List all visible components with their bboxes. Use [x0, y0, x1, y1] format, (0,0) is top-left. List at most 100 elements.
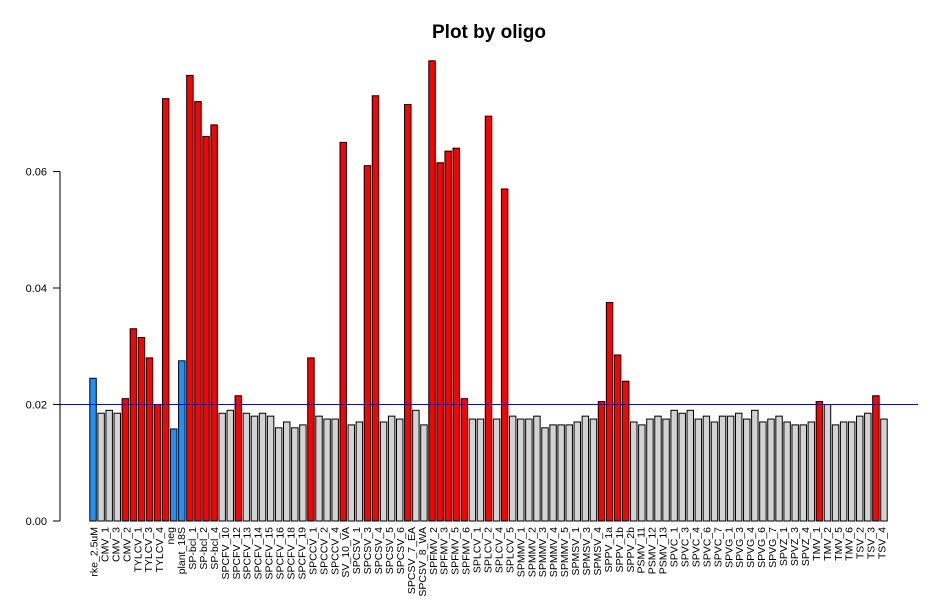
bar [517, 418, 525, 522]
bar [500, 188, 509, 522]
bar-series [89, 60, 888, 522]
category-label: CMV_1 [99, 527, 111, 562]
bar [775, 415, 783, 522]
bar [549, 424, 557, 522]
category-label: SPLCV_2 [483, 527, 495, 573]
bar [266, 415, 275, 522]
y-tick-label: 0.06 [26, 167, 47, 179]
category-label: SPMMV_4 [548, 527, 560, 577]
bar [355, 421, 364, 522]
bar [153, 404, 162, 522]
bar [97, 412, 105, 522]
bar [670, 409, 678, 522]
bar [589, 418, 598, 522]
category-label: SPPV_1b [614, 527, 626, 573]
bar [379, 421, 388, 522]
bar [646, 418, 654, 522]
bar [226, 409, 234, 522]
category-label: SPCFV_14 [253, 527, 265, 580]
category-label: SPVG_6 [756, 527, 768, 568]
category-label: SP-bcl_2 [198, 527, 210, 570]
bar [702, 415, 711, 522]
category-label: PSMV_12 [647, 527, 659, 574]
category-label: SPCFV_18 [285, 527, 297, 580]
category-label: SPCSV_3 [362, 527, 374, 574]
category-label: SPVC_4 [690, 527, 702, 567]
category-label: SPPV_2b [625, 527, 637, 573]
category-label: SPLCV_1 [472, 527, 484, 573]
bar [452, 147, 460, 522]
bar [194, 101, 202, 522]
bar [686, 409, 694, 522]
bar [468, 418, 477, 522]
bar [799, 424, 807, 522]
category-label: SPCFV_15 [264, 527, 276, 580]
bar [565, 424, 573, 522]
bar [145, 357, 154, 522]
bar [186, 74, 194, 522]
y-axis: 0.00 0.02 0.04 0.06 [26, 167, 61, 528]
category-label: SP-bcl_4 [209, 527, 221, 570]
bar [339, 141, 347, 522]
category-label: SPVG_3 [734, 527, 746, 568]
bar [751, 409, 759, 522]
bar [880, 418, 888, 522]
category-label: TYLCV_1 [132, 527, 144, 573]
bar [743, 418, 751, 522]
bar [105, 409, 113, 522]
bar [331, 418, 339, 522]
bar [161, 98, 170, 522]
category-label: SPMMV_2 [526, 527, 538, 577]
bar [484, 115, 493, 522]
category-label: plant_18S [176, 527, 188, 574]
bar [371, 95, 380, 522]
bar [581, 415, 590, 522]
category-label: SPMSV_1 [570, 527, 582, 576]
bar [597, 401, 606, 522]
bar [525, 418, 533, 522]
chart-title: Plot by oligo [432, 22, 546, 43]
category-label: SPCFV_19 [296, 527, 308, 580]
bar [420, 424, 428, 522]
y-tick-label: 0.04 [26, 283, 47, 295]
category-label: TSV_4 [877, 527, 889, 559]
category-label: SPVG_4 [745, 527, 757, 568]
category-label: SV_10_VA [340, 527, 352, 578]
bar [492, 418, 501, 522]
bar [638, 424, 646, 522]
category-label: SPCFV_16 [275, 527, 287, 580]
bar [113, 412, 121, 522]
bar [856, 415, 864, 522]
bar [428, 60, 436, 522]
category-label: SPMMV_3 [537, 527, 549, 577]
category-label: TMV_1 [811, 527, 823, 561]
bar [299, 424, 307, 522]
bar [710, 421, 719, 522]
bar [847, 421, 856, 522]
category-label: PSMV_11 [636, 527, 648, 574]
bar [347, 424, 356, 522]
category-label: rke_2.5uM [88, 527, 100, 577]
category-label: SPFMV_3 [439, 527, 451, 575]
bar [605, 302, 614, 522]
bar [412, 409, 420, 522]
bar [726, 415, 735, 522]
category-label: SPCFV_13 [242, 527, 254, 580]
category-label: SPVC_6 [701, 527, 713, 567]
category-label: SPFMV_6 [461, 527, 473, 575]
category-label: SPCCV_4 [329, 527, 341, 575]
category-labels: rke_2.5uMCMV_1CMV_3CMV_2TYLCV_1TYLCV_3TY… [88, 527, 888, 597]
category-label: PSMV_13 [658, 527, 670, 574]
bar [283, 421, 291, 522]
category-label: CMV_2 [121, 527, 133, 562]
category-label: SP-bcl_1 [187, 527, 199, 570]
category-label: TSV_3 [866, 527, 878, 559]
category-label: SPVZ_3 [789, 527, 801, 566]
bar [387, 415, 396, 522]
category-label: TMV_6 [844, 527, 856, 561]
y-tick-label: 0.00 [26, 516, 47, 528]
bar [315, 415, 323, 522]
bar [137, 337, 146, 522]
bar [613, 354, 622, 522]
